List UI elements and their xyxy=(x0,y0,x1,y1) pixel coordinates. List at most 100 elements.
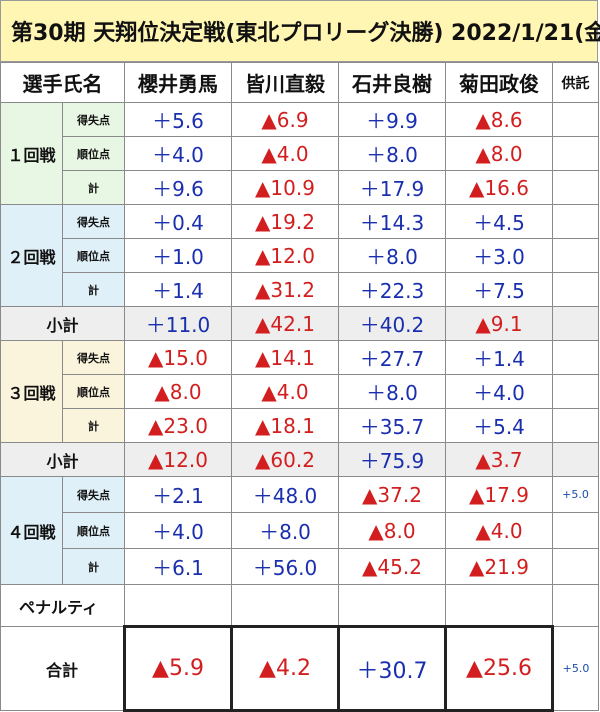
score-cell: ＋2.1 xyxy=(124,476,232,513)
player-name-header: 選手氏名 xyxy=(0,62,125,103)
row-label: 計 xyxy=(62,548,125,585)
table-row: １回戦 得失点 ＋5.6 ▲6.9 ＋9.9 ▲8.6 xyxy=(0,102,599,205)
score-cell: ▲6.9 xyxy=(231,102,339,137)
total-score-cell: ＋30.7 xyxy=(337,625,447,712)
score-cell: ＋4.0 xyxy=(124,136,232,171)
score-cell: ▲17.9 xyxy=(445,476,553,513)
score-cell: ▲21.9 xyxy=(445,548,553,585)
score-cell: ＋0.4 xyxy=(124,204,232,239)
score-cell: ＋1.4 xyxy=(445,340,553,375)
score-cell: ▲8.0 xyxy=(124,374,232,409)
score-cell: ▲16.6 xyxy=(445,170,553,205)
score-cell: ＋7.5 xyxy=(445,272,553,307)
score-cell xyxy=(231,584,339,627)
score-cell: ＋4.0 xyxy=(445,374,553,409)
score-cell: ＋56.0 xyxy=(231,548,339,585)
subtotal-row: 小計 ＋11.0 ▲42.1 ＋40.2 ▲9.1 xyxy=(0,306,599,341)
score-cell xyxy=(338,584,446,627)
kyotaku-cell xyxy=(552,340,599,375)
score-cell: ＋5.6 xyxy=(124,102,232,137)
score-cell: ＋4.0 xyxy=(124,512,232,549)
penalty-row: ペナルティ xyxy=(0,584,599,627)
score-cell: ▲37.2 xyxy=(338,476,446,513)
score-cell: ＋14.3 xyxy=(338,204,446,239)
row-label: 計 xyxy=(62,272,125,307)
total-score-cell: ▲4.2 xyxy=(230,625,340,712)
table-row: ２回戦 得失点 ＋0.4 ▲19.2 ＋14.3 ＋4.5 xyxy=(0,204,599,307)
row-label: 得失点 xyxy=(62,476,125,513)
score-cell: ▲12.0 xyxy=(124,442,232,477)
row-label: 順位点 xyxy=(62,238,125,273)
penalty-label: ペナルティ xyxy=(0,584,125,627)
score-cell: ＋27.7 xyxy=(338,340,446,375)
kyotaku-cell xyxy=(552,238,599,273)
kyotaku-cell xyxy=(552,306,599,341)
kyotaku-cell xyxy=(552,136,599,171)
score-cell: ＋22.3 xyxy=(338,272,446,307)
kyotaku-cell: +5.0 xyxy=(552,476,599,513)
score-cell: ＋1.4 xyxy=(124,272,232,307)
score-cell: ▲8.6 xyxy=(445,102,553,137)
score-cell xyxy=(445,584,553,627)
score-cell: ▲9.1 xyxy=(445,306,553,341)
total-score-cell: ▲5.9 xyxy=(123,625,233,712)
table-row: 順位点 ＋1.0 ▲12.0 ＋8.0 ＋3.0 xyxy=(1,238,599,273)
score-cell: ＋9.9 xyxy=(338,102,446,137)
table-row: 計 ＋1.4 ▲31.2 ＋22.3 ＋7.5 xyxy=(1,272,599,307)
score-cell: ▲12.0 xyxy=(231,238,339,273)
score-cell: ＋8.0 xyxy=(338,374,446,409)
score-cell: ▲3.7 xyxy=(445,442,553,477)
subtotal-label: 小計 xyxy=(0,442,125,477)
round-label: ４回戦 xyxy=(0,476,63,585)
score-cell: ＋3.0 xyxy=(445,238,553,273)
kyotaku-cell xyxy=(552,102,599,137)
row-label: 計 xyxy=(62,170,125,205)
row-label: 順位点 xyxy=(62,136,125,171)
kyotaku-cell xyxy=(552,408,599,443)
score-cell: ▲60.2 xyxy=(231,442,339,477)
subtotal-row: 小計 ▲12.0 ▲60.2 ＋75.9 ▲3.7 xyxy=(0,442,599,477)
score-cell: ＋8.0 xyxy=(231,512,339,549)
row-label: 順位点 xyxy=(62,374,125,409)
header-row: 選手氏名 櫻井勇馬 皆川直毅 石井良樹 菊田政俊 供託 xyxy=(0,62,599,103)
score-cell: ▲4.0 xyxy=(445,512,553,549)
player-name: 石井良樹 xyxy=(338,62,446,103)
table-row: 計 ＋9.6 ▲10.9 ＋17.9 ▲16.6 xyxy=(1,170,599,205)
score-cell: ▲10.9 xyxy=(231,170,339,205)
score-cell: ▲8.0 xyxy=(338,512,446,549)
table-row: 順位点 ▲8.0 ▲4.0 ＋8.0 ＋4.0 xyxy=(1,374,599,409)
score-cell: ＋8.0 xyxy=(338,136,446,171)
score-cell: ▲18.1 xyxy=(231,408,339,443)
score-cell: ＋1.0 xyxy=(124,238,232,273)
kyotaku-cell xyxy=(552,272,599,307)
score-cell: ＋40.2 xyxy=(338,306,446,341)
kyotaku-cell xyxy=(552,374,599,409)
kyotaku-cell xyxy=(552,584,599,627)
player-name: 菊田政俊 xyxy=(445,62,553,103)
player-name: 櫻井勇馬 xyxy=(124,62,232,103)
score-cell: ＋11.0 xyxy=(124,306,232,341)
round-label: １回戦 xyxy=(0,102,63,205)
score-cell: ▲14.1 xyxy=(231,340,339,375)
total-label: 合計 xyxy=(0,626,125,711)
table-row: 計 ＋6.1 ＋56.0 ▲45.2 ▲21.9 xyxy=(1,548,599,585)
table-row: 順位点 ＋4.0 ＋8.0 ▲8.0 ▲4.0 xyxy=(1,512,599,549)
row-label: 得失点 xyxy=(62,102,125,137)
kyotaku-cell xyxy=(552,512,599,549)
score-cell: ＋48.0 xyxy=(231,476,339,513)
score-cell: ▲15.0 xyxy=(124,340,232,375)
total-score-cell: ▲25.6 xyxy=(444,625,554,712)
score-cell: ＋5.4 xyxy=(445,408,553,443)
score-cell: ▲31.2 xyxy=(231,272,339,307)
kyotaku-cell xyxy=(552,204,599,239)
score-cell: ▲8.0 xyxy=(445,136,553,171)
score-cell: ▲4.0 xyxy=(231,136,339,171)
kyotaku-cell xyxy=(552,442,599,477)
score-cell: ▲4.0 xyxy=(231,374,339,409)
row-label: 順位点 xyxy=(62,512,125,549)
total-row: 合計 ▲5.9 ▲4.2 ＋30.7 ▲25.6 +5.0 xyxy=(0,625,599,712)
score-cell: ＋4.5 xyxy=(445,204,553,239)
page-title: 第30期 天翔位決定戦(東北プロリーグ決勝) 2022/1/21(金) xyxy=(0,0,600,62)
row-label: 計 xyxy=(62,408,125,443)
table-row: 計 ▲23.0 ▲18.1 ＋35.7 ＋5.4 xyxy=(1,408,599,443)
